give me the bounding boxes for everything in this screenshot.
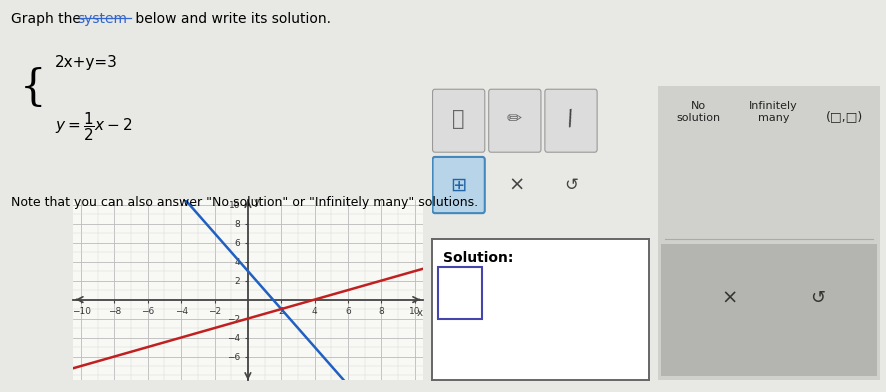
Bar [438,267,481,319]
Text: ✏: ✏ [507,110,522,128]
Text: /: / [563,109,576,130]
FancyBboxPatch shape [432,89,485,152]
Text: No
solution: No solution [675,101,719,123]
Text: ↺: ↺ [563,176,577,194]
Text: ↺: ↺ [809,289,825,307]
Text: Graph the: Graph the [11,12,85,26]
Text: $y=\dfrac{1}{2}x-2$: $y=\dfrac{1}{2}x-2$ [55,110,132,143]
Text: ⎚: ⎚ [452,109,464,129]
Text: Note that you can also answer "No solution" or "Infinitely many" solutions.: Note that you can also answer "No soluti… [11,196,478,209]
Text: ×: × [508,176,524,195]
Text: x: x [416,308,423,318]
Text: y: y [253,197,260,207]
Text: ⊞: ⊞ [450,176,466,195]
FancyBboxPatch shape [432,157,485,213]
Bar [661,243,875,376]
Text: Solution:: Solution: [442,251,513,265]
FancyBboxPatch shape [652,79,884,388]
Text: below and write its solution.: below and write its solution. [131,12,330,26]
Text: ×: × [720,289,736,307]
Text: system: system [77,12,127,26]
Text: 2x+y=3: 2x+y=3 [55,55,118,70]
Text: (□,□): (□,□) [825,110,862,123]
FancyBboxPatch shape [544,89,596,152]
Text: Infinitely
many: Infinitely many [749,101,797,123]
FancyBboxPatch shape [488,89,540,152]
Text: {: { [19,67,46,109]
